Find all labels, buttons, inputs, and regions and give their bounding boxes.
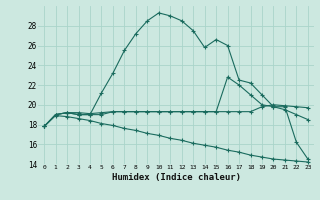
X-axis label: Humidex (Indice chaleur): Humidex (Indice chaleur) bbox=[111, 173, 241, 182]
